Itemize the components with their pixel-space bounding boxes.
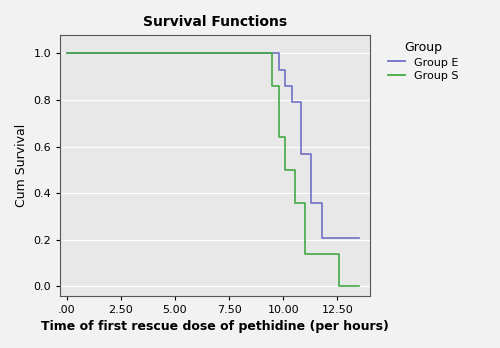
Y-axis label: Cum Survival: Cum Survival [14,124,28,207]
Legend: Group E, Group S: Group E, Group S [385,38,462,84]
Title: Survival Functions: Survival Functions [143,15,287,30]
X-axis label: Time of first rescue dose of pethidine (per hours): Time of first rescue dose of pethidine (… [41,321,389,333]
